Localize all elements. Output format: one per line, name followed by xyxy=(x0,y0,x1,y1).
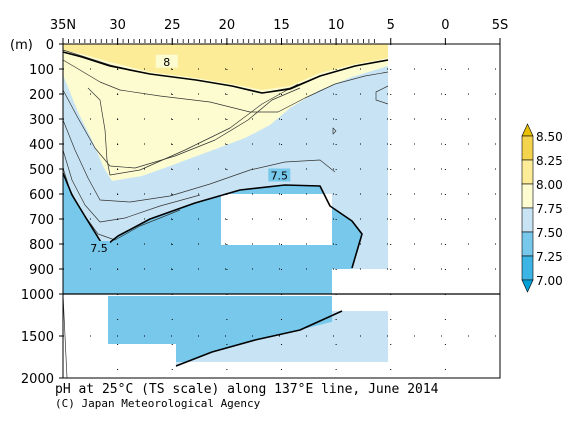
contour-label: 7.5 xyxy=(271,170,289,183)
contour-thin xyxy=(62,87,301,169)
x-tick-label: 10 xyxy=(328,18,345,33)
nodata-area-1 xyxy=(221,194,332,245)
x-tick-label: 25 xyxy=(164,18,181,33)
y-tick-label: 900 xyxy=(29,263,54,278)
colorbar-segment xyxy=(521,183,534,209)
colorbar-label: 7.75 xyxy=(536,202,563,216)
y-tick-label: 200 xyxy=(29,88,54,103)
y-tick-label: 1000 xyxy=(21,288,54,303)
contour-label: 8 xyxy=(163,56,170,69)
y-tick-label: 2000 xyxy=(21,372,54,387)
colorbar-segment xyxy=(521,207,534,233)
colorbar-segment xyxy=(521,279,534,293)
y-tick-label: 300 xyxy=(29,113,54,128)
contour-label: 7.5 xyxy=(90,242,108,255)
contour-thin xyxy=(62,59,389,113)
contour-lines xyxy=(62,49,389,379)
colorbar-label: 7.00 xyxy=(536,274,563,288)
data-fill-layer xyxy=(63,44,388,366)
contour-label-bg xyxy=(155,54,178,68)
contour-8.00 xyxy=(62,51,389,94)
nodata-area-2 xyxy=(332,269,388,311)
y-tick-label: 100 xyxy=(29,63,54,78)
y-tick-label: 800 xyxy=(29,238,54,253)
x-tick-label: 15 xyxy=(273,18,290,33)
y-tick-label: 500 xyxy=(29,163,54,178)
contour-7.50 xyxy=(62,172,363,269)
station-ticks xyxy=(68,39,375,43)
x-tick-label: 0 xyxy=(441,18,449,33)
credit-text: (C) Japan Meteorological Agency xyxy=(55,397,261,410)
colorbar-segment xyxy=(521,255,534,281)
x-tick-label: 5S xyxy=(492,18,509,33)
y-tick-label: 1500 xyxy=(21,330,54,345)
x-tick-label: 30 xyxy=(109,18,126,33)
y-unit-label: (m) xyxy=(10,38,33,53)
chart-title: pH at 25°C (TS scale) along 137°E line, … xyxy=(55,382,439,397)
contour-labels: 8 7.5 7.5 xyxy=(88,54,291,255)
contour-label-bg xyxy=(88,241,111,254)
contour-7.50-lower xyxy=(175,310,343,367)
y-tick-label: 400 xyxy=(29,138,54,153)
x-tick-label: 5 xyxy=(387,18,395,33)
x-tick-label: 35N xyxy=(50,18,76,33)
colorbar-label: 7.50 xyxy=(536,226,563,240)
x-tick-label: 20 xyxy=(219,18,236,33)
contour-thin xyxy=(332,127,337,135)
band-lower-7.50-7.75 xyxy=(108,296,332,366)
contour-thin xyxy=(87,83,299,176)
y-tick-label: 0 xyxy=(46,38,54,53)
contour-thin xyxy=(375,85,389,105)
colorbar-segment xyxy=(521,159,534,185)
y-tick-label: 600 xyxy=(29,188,54,203)
colorbar: 8.50 8.25 8.00 7.75 7.50 7.25 7.00 xyxy=(521,123,563,293)
y-tick-label: 700 xyxy=(29,213,54,228)
colorbar-label: 8.00 xyxy=(536,178,563,192)
contour-label-bg xyxy=(268,168,291,182)
contour-thin xyxy=(62,149,201,223)
colorbar-label: 8.50 xyxy=(536,130,563,144)
contour-thin xyxy=(62,119,336,203)
y-axis: 0 100 200 300 400 500 600 700 800 900 1000 1500 2000 xyxy=(21,38,63,387)
colorbar-label: 7.25 xyxy=(536,250,563,264)
x-axis: 35N 30 25 20 15 10 5 0 5S xyxy=(50,18,508,44)
colorbar-segment xyxy=(521,123,534,137)
band-8.25-8.50 xyxy=(63,44,388,90)
colorbar-segment xyxy=(521,135,534,161)
colorbar-label: 8.25 xyxy=(536,154,563,168)
colorbar-segment xyxy=(521,231,534,257)
